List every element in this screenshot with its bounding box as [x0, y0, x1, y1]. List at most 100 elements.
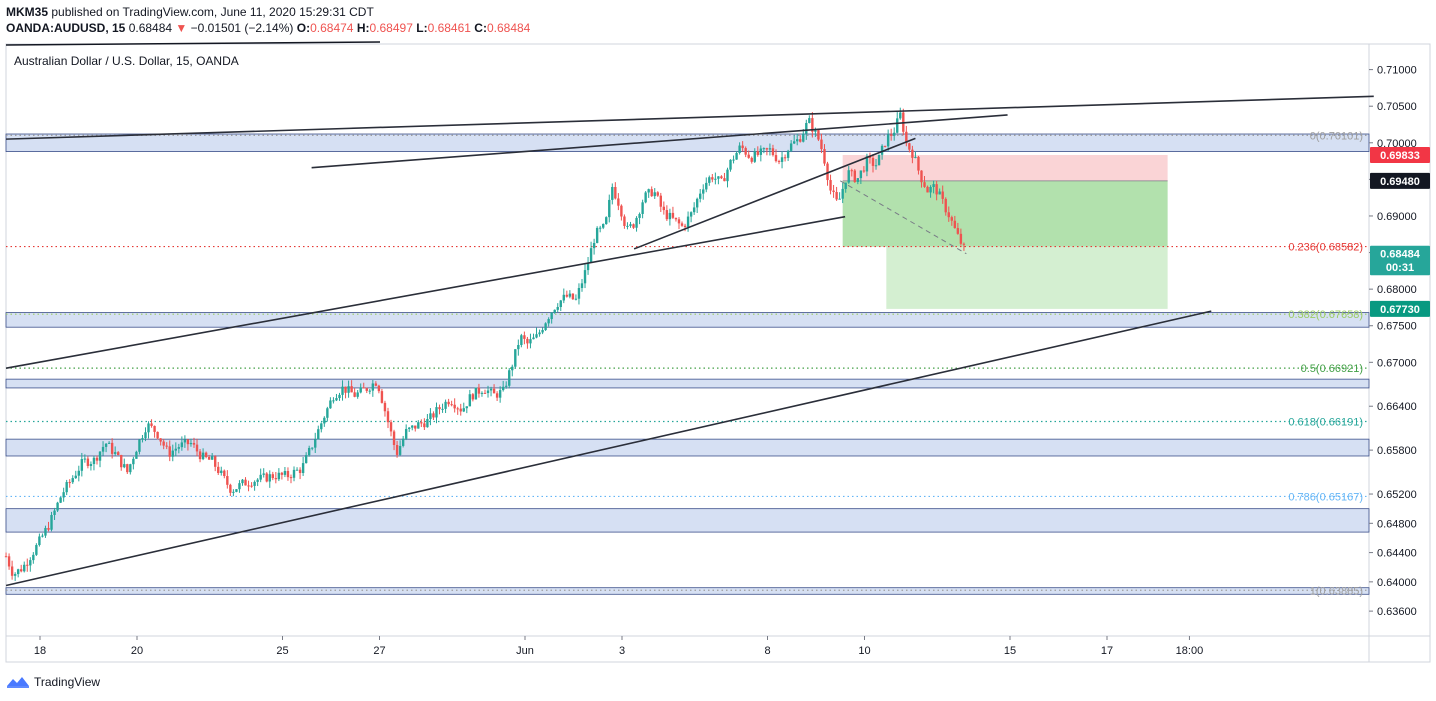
candle-body	[732, 159, 735, 161]
candle-body	[177, 447, 181, 449]
price-tick-label: 0.70000	[1377, 138, 1417, 150]
candle-body	[10, 566, 14, 576]
candle-body	[16, 569, 20, 575]
candle-body	[783, 157, 787, 159]
candle-body	[132, 458, 135, 465]
candle-body	[802, 133, 805, 142]
candle-body	[286, 471, 290, 478]
tradingview-footer[interactable]: TradingView	[6, 674, 100, 690]
candle-body	[753, 151, 756, 162]
candle-body	[44, 527, 47, 536]
candle-body	[756, 151, 759, 155]
candle-body	[817, 130, 820, 140]
candle-body	[650, 189, 653, 197]
candle-body	[386, 411, 390, 423]
candle-body	[268, 474, 271, 482]
candle-body	[535, 334, 538, 338]
candle-body	[859, 170, 863, 179]
candle-body	[144, 432, 147, 439]
down-arrow-icon: ▼	[175, 21, 188, 35]
candle-body	[456, 408, 459, 410]
candle-body	[632, 224, 635, 228]
candle-body	[917, 156, 920, 171]
candle-body	[195, 444, 199, 452]
price-tick-label: 0.63600	[1377, 606, 1417, 618]
candle-body	[880, 145, 884, 155]
candle-body	[65, 482, 68, 493]
candle-body	[520, 335, 523, 346]
candle-body	[168, 446, 171, 457]
candle-body	[911, 149, 914, 158]
candle-body	[765, 148, 769, 150]
candle-body	[938, 191, 941, 195]
candle-body	[265, 473, 268, 482]
candle-body	[471, 394, 475, 400]
candle-body	[283, 471, 287, 475]
candle-body	[271, 474, 274, 479]
candle-body	[220, 470, 223, 473]
candle-body	[562, 294, 565, 301]
support-resistance-zone	[5, 378, 1370, 389]
candle-body	[574, 298, 578, 300]
candle-body	[20, 569, 23, 572]
candle-body	[277, 472, 281, 480]
candle-body	[141, 438, 144, 440]
candle-body	[32, 554, 35, 561]
published-text: published on TradingView.com, June 11, 2…	[48, 5, 374, 19]
candle-body	[577, 288, 581, 299]
candle-body	[71, 478, 74, 483]
trendline-2	[5, 215, 846, 369]
candle-body	[226, 476, 229, 485]
symbol-line: OANDA:AUDUSD, 15 0.68484 ▼ −0.01501 (−2.…	[6, 20, 530, 36]
candle-body	[468, 394, 472, 407]
candle-body	[83, 458, 87, 460]
candle-body	[214, 456, 217, 467]
candle-body	[359, 387, 362, 393]
tradingview-logo-icon	[7, 677, 29, 688]
candle-body	[850, 170, 853, 172]
candle-body	[323, 417, 326, 424]
price-tick-label: 0.65800	[1377, 445, 1417, 457]
candle-body	[4, 556, 8, 558]
candle-body	[98, 451, 102, 461]
support-resistance-zone	[5, 312, 1370, 328]
candle-body	[586, 262, 590, 271]
candle-body	[841, 188, 844, 199]
candle-body	[708, 177, 711, 183]
low-label: L:	[416, 21, 428, 35]
candle-body	[789, 143, 793, 151]
candle-body	[780, 157, 784, 162]
candle-body	[674, 217, 678, 220]
candle-body	[662, 206, 666, 211]
candle-body	[235, 489, 238, 492]
candle-body	[962, 243, 966, 245]
candle-body	[353, 392, 356, 397]
candle-body	[110, 442, 114, 454]
candle-body	[823, 149, 826, 164]
fib-label-0.236: 0.236(0.68582)	[1288, 242, 1363, 254]
candle-body	[580, 283, 584, 289]
candle-body	[959, 233, 963, 244]
candle-body	[523, 335, 526, 339]
candle-body	[653, 192, 656, 197]
fib-label-0: 0(0.70101)	[1310, 130, 1363, 142]
candle-body	[665, 210, 669, 220]
candle-body	[292, 469, 296, 478]
close-value: 0.68484	[486, 21, 531, 35]
candle-body	[720, 176, 723, 179]
candle-body	[559, 300, 562, 308]
candle-body	[183, 439, 187, 443]
candle-body	[429, 413, 432, 420]
price-tick-label: 0.67500	[1377, 321, 1417, 333]
symbol[interactable]: OANDA:AUDUSD, 15	[6, 21, 126, 35]
price-tick-label: 0.69000	[1377, 211, 1417, 223]
axis-price-label-bg	[1370, 245, 1430, 262]
candle-body	[74, 475, 77, 479]
candle-body	[253, 481, 256, 486]
candle-body	[171, 450, 174, 457]
publisher-name[interactable]: MKM35	[6, 5, 49, 19]
candle-body	[365, 388, 368, 391]
high-value: 0.68497	[369, 21, 413, 35]
price-tick-label: 0.66400	[1377, 401, 1417, 413]
